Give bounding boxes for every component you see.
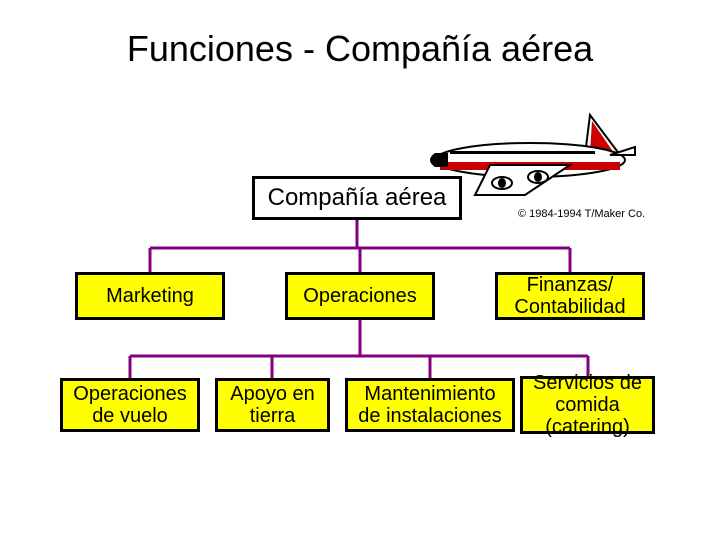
org-chart-connectors <box>0 0 720 540</box>
node-ops-vuelo-label: Operacionesde vuelo <box>73 383 186 427</box>
node-finanzas: Finanzas/Contabilidad <box>495 272 645 320</box>
node-marketing: Marketing <box>75 272 225 320</box>
node-marketing-label: Marketing <box>106 285 194 307</box>
node-ops-vuelo: Operacionesde vuelo <box>60 378 200 432</box>
node-catering: Servicios decomida(catering) <box>520 376 655 434</box>
page-title: Funciones - Compañía aérea <box>0 28 720 70</box>
node-mantenimiento-label: Mantenimientode instalaciones <box>358 383 501 427</box>
copyright-text: © 1984-1994 T/Maker Co. <box>518 208 645 220</box>
node-root-label: Compañía aérea <box>268 185 447 211</box>
node-apoyo-tierra: Apoyo entierra <box>215 378 330 432</box>
node-finanzas-label: Finanzas/Contabilidad <box>514 274 625 318</box>
node-catering-label: Servicios decomida(catering) <box>533 372 642 438</box>
node-mantenimiento: Mantenimientode instalaciones <box>345 378 515 432</box>
node-root: Compañía aérea <box>252 176 462 220</box>
node-operaciones: Operaciones <box>285 272 435 320</box>
node-apoyo-tierra-label: Apoyo entierra <box>230 383 315 427</box>
node-operaciones-label: Operaciones <box>303 285 416 307</box>
